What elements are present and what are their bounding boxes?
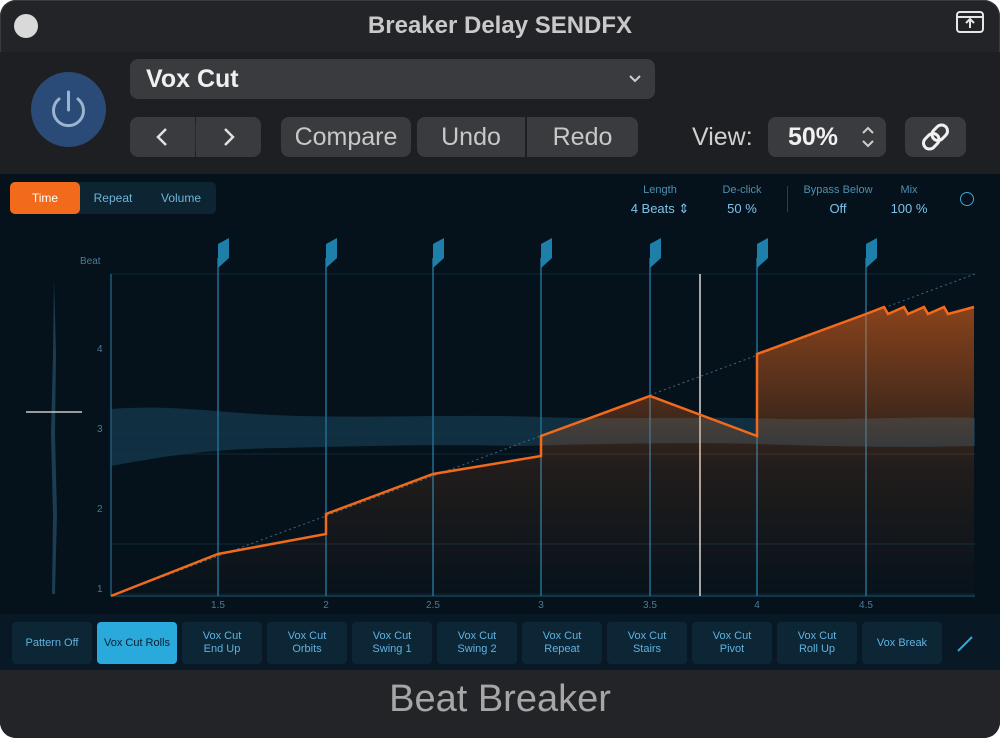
chevron-right-icon <box>224 128 235 146</box>
slice-marker-flag[interactable] <box>218 238 229 268</box>
pattern-button[interactable]: Vox Cut Rolls <box>97 622 177 664</box>
view-zoom-select[interactable]: 50% <box>768 117 886 157</box>
up-down-chevron-icon <box>860 117 876 169</box>
y-tick-label: 3 <box>97 424 103 435</box>
power-button[interactable] <box>31 72 106 147</box>
y-tick-label: 2 <box>97 504 103 515</box>
time-curve-fill <box>111 307 974 596</box>
bypass-value: Off <box>829 201 847 216</box>
x-tick-label: 2 <box>323 600 329 611</box>
header-controls: Vox Cut Compare Undo Redo View: 50% <box>0 52 1000 174</box>
mix-value: 100 % <box>890 201 928 216</box>
slice-marker-flag[interactable] <box>541 238 552 268</box>
y-axis-label: Beat <box>80 256 101 267</box>
share-icon[interactable] <box>955 10 985 34</box>
slice-marker-flag[interactable] <box>433 238 444 268</box>
pattern-button[interactable]: Vox Cut Stairs <box>607 622 687 664</box>
pencil-icon[interactable] <box>955 634 975 659</box>
length-control[interactable]: Length 4 Beats ⇕ <box>622 184 698 217</box>
length-label: Length <box>643 184 677 196</box>
pattern-button[interactable]: Vox Cut Pivot <box>692 622 772 664</box>
bypass-below-control[interactable]: Bypass Below Off <box>796 184 880 216</box>
pattern-button[interactable]: Vox Cut Orbits <box>267 622 347 664</box>
chevron-left-icon <box>156 128 167 146</box>
view-zoom-value: 50% <box>788 123 839 151</box>
pattern-button[interactable]: Pattern Off <box>12 622 92 664</box>
pattern-button[interactable]: Vox Cut Roll Up <box>777 622 857 664</box>
previous-preset-button[interactable] <box>130 117 195 157</box>
redo-button[interactable]: Redo <box>527 117 638 157</box>
parameter-tabs: Time Repeat Volume <box>10 182 216 214</box>
up-down-chevron-icon: ⇕ <box>678 201 690 216</box>
compare-button[interactable]: Compare <box>281 117 411 157</box>
length-value: 4 Beats <box>630 201 675 216</box>
bypass-label: Bypass Below <box>803 184 873 196</box>
power-icon <box>52 90 85 128</box>
pattern-button[interactable]: Vox Cut Swing 2 <box>437 622 517 664</box>
x-tick-label: 4.5 <box>859 600 873 611</box>
y-tick-label: 1 <box>97 584 103 595</box>
y-tick-labels: 1 2 3 4 <box>97 344 103 595</box>
x-tick-label: 2.5 <box>426 600 440 611</box>
pattern-button[interactable]: Vox Cut End Up <box>182 622 262 664</box>
window-title: Breaker Delay SENDFX <box>367 12 633 39</box>
x-tick-labels: 1.5 2 2.5 3 3.5 4 4.5 <box>211 600 873 611</box>
mix-label: Mix <box>900 184 918 196</box>
declick-value: 50 % <box>727 201 757 216</box>
preset-name: Vox Cut <box>146 65 239 93</box>
title-bar: Breaker Delay SENDFX <box>0 0 1000 52</box>
slice-marker-flag[interactable] <box>326 238 337 268</box>
slice-marker-flag[interactable] <box>757 238 768 268</box>
tab-repeat[interactable]: Repeat <box>93 191 133 205</box>
x-tick-label: 3.5 <box>643 600 657 611</box>
link-icon <box>921 123 950 151</box>
footer: Beat Breaker <box>0 670 1000 738</box>
pattern-button[interactable]: Vox Break <box>862 622 942 664</box>
slice-marker-flag[interactable] <box>866 238 877 268</box>
preset-navigation <box>130 117 261 157</box>
chevron-down-icon <box>627 59 643 111</box>
y-tick-label: 4 <box>97 344 103 355</box>
declick-label: De-click <box>722 184 762 196</box>
more-options-icon[interactable] <box>960 192 974 206</box>
time-curve[interactable] <box>110 305 975 598</box>
close-window-button[interactable] <box>14 14 38 38</box>
pattern-button[interactable]: Vox Cut Swing 1 <box>352 622 432 664</box>
x-tick-label: 4 <box>754 600 760 611</box>
input-level-meter <box>26 279 82 594</box>
next-preset-button[interactable] <box>196 117 261 157</box>
tab-volume[interactable]: Volume <box>160 191 202 205</box>
time-graph-svg: Beat 1 2 3 4 1.5 2 2.5 3 3.5 4 4.5 <box>26 238 976 611</box>
x-tick-label: 3 <box>538 600 544 611</box>
x-tick-label: 1.5 <box>211 600 225 611</box>
pattern-button[interactable]: Vox Cut Repeat <box>522 622 602 664</box>
declick-control[interactable]: De-click 50 % <box>712 184 772 216</box>
slice-marker-flag[interactable] <box>650 238 661 268</box>
view-label: View: <box>692 123 753 151</box>
link-button[interactable] <box>905 117 966 157</box>
divider <box>787 186 788 212</box>
undo-button[interactable]: Undo <box>417 117 525 157</box>
pattern-strip: Pattern Off Vox Cut Rolls Vox Cut End Up Vo… <box>0 614 1000 670</box>
time-graph[interactable]: Beat 1 2 3 4 1.5 2 2.5 3 3.5 4 4.5 <box>0 234 1000 614</box>
tab-time[interactable]: Time <box>10 182 80 214</box>
beat-editor: Time Repeat Volume Length 4 Beats ⇕ De-c… <box>0 174 1000 670</box>
preset-menu[interactable]: Vox Cut <box>130 59 655 99</box>
mix-control[interactable]: Mix 100 % <box>884 184 934 216</box>
plugin-name: Beat Breaker <box>389 678 611 720</box>
